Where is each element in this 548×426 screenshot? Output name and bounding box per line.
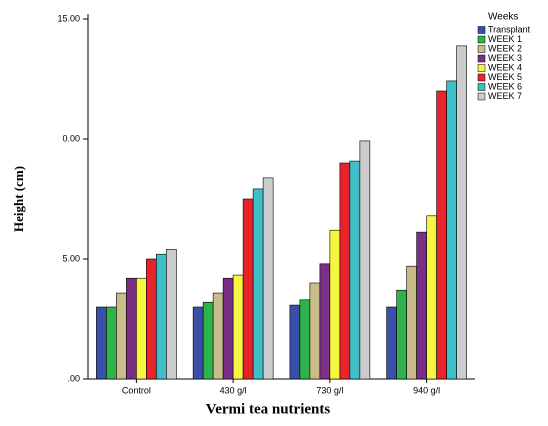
bar (446, 80, 457, 380)
x-axis-title: Vermi tea nutrients (206, 401, 331, 417)
y-tick-label: 15.00 (57, 13, 80, 23)
bar (299, 299, 311, 380)
x-tick-label: Control (122, 385, 151, 395)
legend-label: WEEK 3 (488, 53, 522, 63)
bar (232, 274, 244, 380)
bar (252, 188, 264, 380)
y-tick-label: .00 (67, 373, 80, 383)
y-tick-label: 5.00 (62, 253, 80, 263)
bar (262, 177, 274, 380)
legend-label: WEEK 6 (488, 81, 522, 91)
legend-label: WEEK 1 (488, 34, 522, 44)
bar (156, 253, 167, 380)
bar (396, 289, 407, 380)
bar (349, 160, 361, 380)
legend-label: WEEK 7 (488, 91, 522, 101)
bar (242, 198, 254, 380)
bar (106, 306, 117, 380)
bar (116, 292, 127, 380)
bar (339, 162, 351, 380)
bar (96, 306, 107, 380)
x-tick-label: 730 g/l (316, 385, 343, 395)
bar (359, 140, 371, 380)
bar (192, 306, 204, 380)
x-tick-label: 940 g/l (413, 385, 440, 395)
legend-title: Weeks (488, 12, 518, 23)
legend-swatch (477, 26, 486, 34)
legend-swatch (477, 73, 486, 82)
bar (386, 306, 397, 380)
bar (212, 292, 224, 380)
bar (289, 304, 301, 380)
bar (436, 90, 447, 380)
bar (329, 229, 341, 380)
legend-label: WEEK 2 (488, 43, 522, 53)
y-axis-title: Height (cm) (11, 166, 26, 232)
y-tick-label: 0.00 (62, 133, 80, 143)
bar (202, 301, 214, 380)
legend-swatch (477, 64, 486, 72)
legend-swatch (477, 54, 486, 63)
bar (416, 231, 427, 380)
bar (126, 277, 137, 380)
legend-swatch (477, 92, 486, 101)
bar (426, 215, 437, 380)
legend-swatch (477, 83, 486, 91)
bar (456, 45, 467, 380)
bar (222, 277, 234, 380)
bar (406, 265, 417, 380)
bar (136, 277, 147, 380)
legend-swatch (477, 45, 486, 53)
x-tick-label: 430 g/l (220, 385, 247, 395)
legend-label: Transplant (488, 24, 531, 34)
legend-label: WEEK 4 (488, 62, 522, 72)
bar (309, 282, 321, 380)
bar (166, 249, 177, 380)
legend-label: WEEK 5 (488, 72, 522, 82)
legend-swatch (477, 35, 486, 44)
bar (146, 258, 157, 380)
bar (319, 263, 331, 380)
